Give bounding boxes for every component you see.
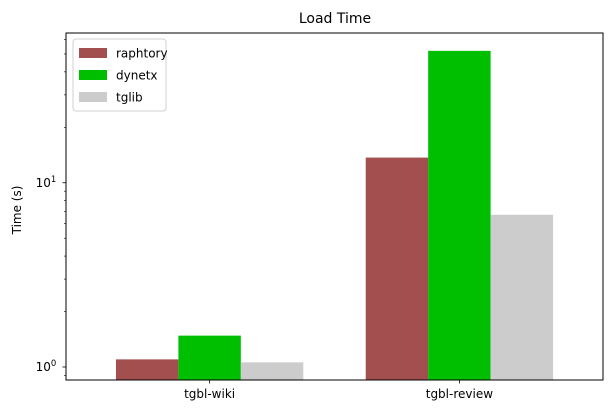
legend-swatch-raphtory	[79, 48, 107, 58]
chart-title: Load Time	[299, 11, 371, 27]
x-tick-label-tgbl-review: tgbl-review	[426, 387, 493, 401]
bar-raphtory-tgbl-wiki	[115, 359, 179, 380]
y-tick-label: 100	[36, 359, 57, 374]
bar-tglib-tgbl-wiki	[240, 362, 304, 380]
y-axis-ticks: 100 101	[36, 39, 66, 376]
x-tick-label-tgbl-wiki: tgbl-wiki	[184, 387, 235, 401]
bar-dynetx-tgbl-review	[428, 50, 491, 380]
bar-raphtory-tgbl-review	[365, 157, 429, 380]
bar-dynetx-tgbl-wiki	[178, 335, 241, 380]
x-axis-ticks: tgbl-wiki tgbl-review	[184, 380, 493, 401]
y-axis-label: Time (s)	[10, 186, 24, 236]
legend: raphtory dynetx tglib	[72, 38, 168, 112]
legend-label-raphtory: raphtory	[116, 47, 168, 61]
plot-frame	[65, 32, 604, 381]
legend-swatch-tglib	[79, 92, 107, 102]
bar-tglib-tgbl-review	[490, 214, 554, 380]
legend-label-tglib: tglib	[116, 91, 143, 105]
legend-label-dynetx: dynetx	[116, 69, 158, 83]
legend-swatch-dynetx	[79, 70, 107, 80]
bars-layer	[115, 50, 554, 380]
y-tick-label: 101	[36, 175, 57, 190]
